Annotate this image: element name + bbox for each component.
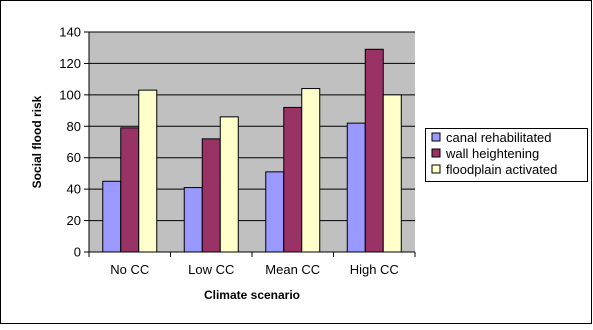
legend-box (425, 128, 588, 182)
x-tick-label: Low CC (188, 262, 234, 277)
bar-wall-heightening-low-cc (201, 138, 221, 253)
legend-label: floodplain activated (446, 162, 557, 177)
bar-floodplain-activated-mean-cc (301, 88, 321, 253)
bars (102, 48, 402, 253)
y-tick-label: 40 (67, 182, 81, 197)
y-tick-label: 120 (59, 56, 81, 71)
legend-label: wall heightening (445, 146, 539, 161)
bar-canal-rehabilitated-mean-cc (265, 171, 285, 253)
bar-canal-rehabilitated-low-cc (183, 187, 203, 253)
axes: 0 20 40 60 80 100 120 140 No CC Low CC Mean CC High… (59, 25, 416, 277)
x-tick-label: High CC (350, 262, 399, 277)
bar-wall-heightening-mean-cc (283, 106, 303, 253)
y-tick-label: 140 (59, 25, 81, 40)
bar-canal-rehabilitated-high-cc (346, 122, 366, 253)
y-tick-label: 100 (59, 87, 81, 102)
bar-floodplain-activated-high-cc (382, 94, 402, 253)
legend-swatch (431, 148, 441, 158)
bar-wall-heightening-high-cc (364, 48, 384, 253)
bar-floodplain-activated-no-cc (138, 89, 158, 253)
x-axis-title: Climate scenario (204, 288, 300, 302)
legend-label: canal rehabilitated (446, 130, 552, 145)
x-tick-label: Mean CC (265, 262, 320, 277)
bar-wall-heightening-no-cc (120, 127, 140, 253)
legend-swatch (431, 164, 441, 174)
y-tick-label: 0 (74, 245, 81, 260)
y-axis-title: Social flood risk (30, 95, 44, 188)
x-tick-label: No CC (110, 262, 149, 277)
legend-swatch (431, 132, 441, 142)
y-tick-label: 60 (67, 150, 81, 165)
bar-canal-rehabilitated-no-cc (102, 180, 122, 253)
bar-floodplain-activated-low-cc (219, 116, 239, 253)
y-tick-label: 20 (67, 213, 81, 228)
y-tick-label: 80 (67, 119, 81, 134)
